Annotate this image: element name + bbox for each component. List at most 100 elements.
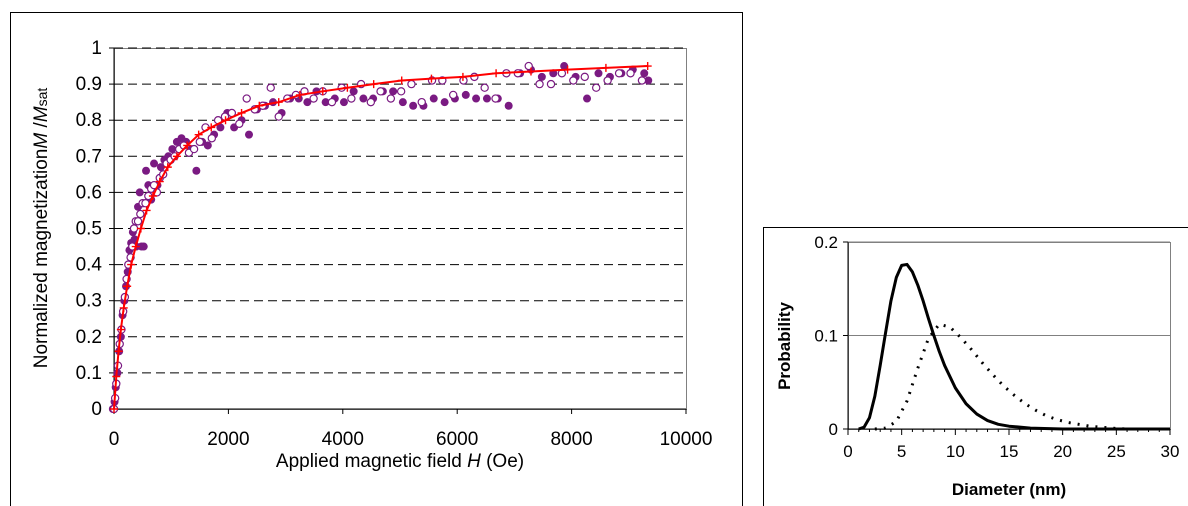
fit-marker [563,65,572,74]
fit-marker [492,69,501,78]
x-tick-label: 25 [1107,442,1126,461]
fit-marker [458,72,467,81]
data-point-open [535,79,544,89]
data-point-open [580,72,589,82]
y-tick-label: 0.2 [76,327,102,348]
data-point-filled [537,72,546,81]
data-point-filled [244,130,253,139]
series-dotted-distribution [874,322,1170,431]
fit-marker [601,63,610,72]
data-point-open [417,97,426,107]
y-tick-label: 0.1 [76,363,102,384]
data-point-filled [389,87,398,96]
data-point-open [614,69,624,78]
y-tick-label: 0.1 [814,327,838,346]
y-tick-label: 0.7 [76,146,102,167]
fit-marker [116,325,125,334]
data-point-open [366,97,376,107]
fit-marker [110,405,118,413]
fit-marker [221,116,230,125]
x-tick-label: 0 [843,442,852,461]
data-point-open [491,94,500,103]
data-point-open [195,137,204,147]
data-point-open [546,79,556,89]
data-point-filled [409,101,418,110]
y-axis-label: Probability [775,302,794,390]
data-point-filled [398,98,407,107]
data-point-open [207,134,217,143]
data-point-open [626,69,635,78]
x-axis-label: Applied magnetic field H (Oe) [276,451,524,472]
fit-marker [526,67,535,76]
fit-marker [427,74,436,83]
data-point-filled [359,94,368,103]
gridlines [848,241,1170,336]
data-point-open [347,94,356,103]
data-point-filled [482,94,491,103]
y-tick-label: 0.6 [76,182,102,203]
data-point-open [129,224,139,233]
data-point-filled [339,98,348,107]
data-point-filled [303,98,312,107]
fit-marker [127,260,136,269]
data-point-open [407,79,416,89]
data-point-open [591,83,601,92]
data-point-filled [461,90,470,99]
distribution-line-solid [858,262,1170,431]
chart-frame [10,12,743,506]
fit-marker [643,62,652,71]
fit-marker [136,224,145,233]
fit-marker [112,372,121,381]
x-tick-label: 5 [897,442,906,461]
data-point-open [396,87,406,96]
data-point-filled [594,69,603,78]
x-tick-label: 15 [1000,442,1019,461]
data-point-open [136,209,145,219]
x-tick-label: 6000 [436,429,478,450]
data-point-open [235,119,244,129]
data-point-open [274,112,283,121]
fit-marker [155,177,164,186]
fit-marker [194,130,203,139]
fit-marker [172,152,181,161]
data-point-filled [349,87,358,96]
fit-marker [369,80,378,89]
fit-marker [123,282,132,291]
x-tick-label: 8000 [550,429,592,450]
data-point-open [327,97,337,107]
data-point-filled [321,98,330,107]
data-point-filled [640,69,649,78]
data-point-open [603,76,612,85]
x-tick-label: 0 [109,429,120,450]
x-tick-label: 2000 [207,429,249,450]
y-tick-label: 0.8 [76,110,102,131]
y-tick-label: 0.9 [76,74,102,95]
size-distribution-chart: 0 0.1 0.2 0 5 10 15 20 25 30 Diameter (nm) Proba… [763,227,1188,506]
data-point-open [386,94,396,103]
x-tick-label: 10000 [660,429,713,450]
fit-marker [148,192,157,201]
magnetization-chart: 0 0.1 0.2 0.3 0.4 0.5 0.6 0.7 0.8 0.9 1 0 2000 4000 6… [10,12,743,506]
fit-marker [318,87,327,96]
fit-marker [163,163,172,172]
data-point-filled [150,159,159,168]
data-point-open [242,94,251,103]
data-point-open [480,83,489,92]
x-tick-label: 30 [1161,442,1180,461]
x-axis-label: Diameter (nm) [952,480,1066,499]
y-tick-label: 0.2 [814,233,838,252]
data-point-open [376,87,385,96]
data-point-filled [440,98,449,107]
fit-marker [119,303,128,312]
data-point-open [448,90,458,100]
x-tick-labels: 0 5 10 15 20 25 30 [843,442,1179,461]
fit-marker [142,206,151,215]
data-point-filled [135,188,144,197]
series-fit-line [110,62,652,413]
fit-marker [114,347,123,356]
x-tick-label: 20 [1053,442,1072,461]
series-solid-distribution [858,262,1170,431]
gridlines [114,47,686,374]
data-point-open [189,144,199,154]
